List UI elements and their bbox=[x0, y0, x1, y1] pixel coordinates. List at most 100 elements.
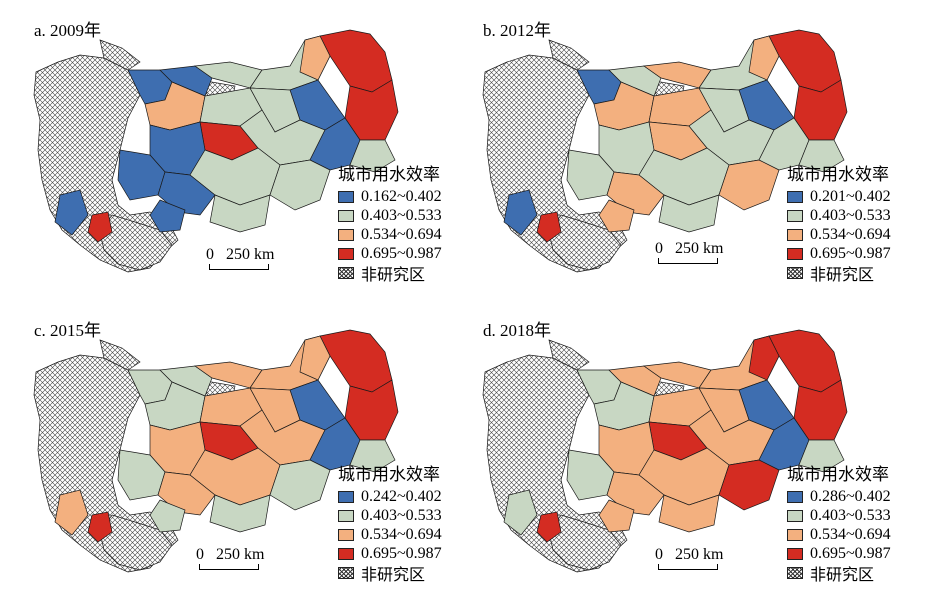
city-region bbox=[149, 199, 186, 233]
legend-item-class-2: 0.403~0.533 bbox=[338, 206, 442, 225]
legend-item-class-2: 0.403~0.533 bbox=[338, 506, 442, 525]
city-region bbox=[608, 65, 662, 97]
swatch-hatch bbox=[787, 566, 803, 579]
scale-line bbox=[658, 564, 718, 570]
legend-item-class-4: 0.695~0.987 bbox=[338, 244, 442, 263]
city-region bbox=[319, 29, 393, 93]
legend-label: 0.695~0.987 bbox=[810, 244, 891, 262]
swatch-orange bbox=[787, 228, 803, 241]
non-study-region bbox=[99, 214, 173, 271]
swatch-blue bbox=[338, 190, 354, 203]
legend-label: 0.403~0.533 bbox=[810, 506, 891, 524]
city-region bbox=[718, 159, 780, 211]
swatch-red bbox=[787, 247, 803, 260]
swatch-green bbox=[338, 209, 354, 222]
legend-title: 城市用水效率 bbox=[338, 165, 440, 184]
legend-label: 0.534~0.694 bbox=[810, 225, 891, 243]
scale-bar: 0 250 km bbox=[196, 546, 264, 570]
swatch-hatch bbox=[338, 566, 354, 579]
legend-label: 非研究区 bbox=[810, 566, 875, 584]
swatch-hatch bbox=[338, 266, 354, 279]
legend-label: 0.534~0.694 bbox=[361, 525, 442, 543]
swatch-red bbox=[787, 547, 803, 560]
scale-zero: 0 bbox=[655, 546, 663, 563]
city-region bbox=[658, 194, 720, 233]
city-region bbox=[87, 511, 113, 543]
city-region bbox=[718, 459, 780, 511]
swatch-blue bbox=[787, 490, 803, 503]
swatch-red bbox=[338, 247, 354, 260]
legend-label: 0.286~0.402 bbox=[810, 487, 891, 505]
city-region bbox=[54, 489, 89, 536]
legend-label: 0.162~0.402 bbox=[361, 187, 442, 205]
scale-distance: 250 km bbox=[226, 246, 275, 263]
city-region bbox=[54, 189, 89, 236]
legend-item-non-study: 非研究区 bbox=[338, 563, 442, 584]
legend: 城市用水效率 0.286~0.402 0.403~0.533 0.534~0.6… bbox=[787, 460, 891, 584]
city-region bbox=[608, 365, 662, 397]
swatch-orange bbox=[338, 228, 354, 241]
legend: 城市用水效率 0.201~0.402 0.403~0.533 0.534~0.6… bbox=[787, 160, 891, 284]
city-region bbox=[209, 194, 271, 233]
legend-title: 城市用水效率 bbox=[338, 465, 440, 484]
legend-item-class-2: 0.403~0.533 bbox=[787, 506, 891, 525]
choropleth-map bbox=[33, 29, 399, 273]
legend-label: 0.403~0.533 bbox=[361, 506, 442, 524]
legend-item-class-3: 0.534~0.694 bbox=[338, 225, 442, 244]
legend-item-non-study: 非研究区 bbox=[338, 263, 442, 284]
city-region bbox=[269, 459, 331, 511]
city-region bbox=[299, 35, 331, 81]
swatch-hatch bbox=[787, 266, 803, 279]
city-region bbox=[159, 365, 213, 397]
map-panel-2012: b. 2012年 城市用水效率 0.201~0.402 0.403~0.533 … bbox=[469, 0, 938, 299]
city-region bbox=[768, 329, 842, 393]
non-study-region bbox=[99, 514, 173, 571]
scale-line bbox=[658, 258, 718, 264]
non-study-region bbox=[548, 514, 622, 571]
swatch-red bbox=[338, 547, 354, 560]
city-region bbox=[658, 494, 720, 533]
city-region bbox=[159, 65, 213, 97]
swatch-green bbox=[787, 209, 803, 222]
non-study-region bbox=[99, 339, 141, 371]
legend-item-class-3: 0.534~0.694 bbox=[338, 525, 442, 544]
city-region bbox=[349, 439, 396, 473]
swatch-blue bbox=[338, 490, 354, 503]
city-region bbox=[598, 499, 635, 533]
scale-distance: 250 km bbox=[675, 546, 724, 563]
legend-label: 0.695~0.987 bbox=[810, 544, 891, 562]
legend-item-class-2: 0.403~0.533 bbox=[787, 206, 891, 225]
scale-zero: 0 bbox=[206, 246, 214, 263]
city-region bbox=[349, 139, 396, 173]
city-region bbox=[798, 139, 845, 173]
legend-item-class-3: 0.534~0.694 bbox=[787, 225, 891, 244]
scale-distance: 250 km bbox=[216, 546, 265, 563]
city-region bbox=[748, 335, 780, 381]
city-region bbox=[536, 511, 562, 543]
legend-item-class-1: 0.162~0.402 bbox=[338, 187, 442, 206]
choropleth-map bbox=[482, 329, 848, 573]
map-panel-2015: c. 2015年 城市用水效率 0.242~0.402 0.403~0.533 … bbox=[0, 300, 469, 599]
city-region bbox=[299, 335, 331, 381]
panel-title: a. 2009年 bbox=[34, 21, 102, 40]
city-region bbox=[798, 439, 845, 473]
legend-label: 0.403~0.533 bbox=[361, 206, 442, 224]
map-panel-2018: d. 2018年 城市用水效率 0.286~0.402 0.403~0.533 … bbox=[469, 300, 938, 599]
scale-zero: 0 bbox=[196, 546, 204, 563]
city-region bbox=[748, 35, 780, 81]
city-region bbox=[606, 471, 665, 516]
city-region bbox=[209, 494, 271, 533]
city-region bbox=[503, 189, 538, 236]
legend-label: 非研究区 bbox=[361, 566, 426, 584]
legend-label: 0.242~0.402 bbox=[361, 487, 442, 505]
city-region bbox=[768, 29, 842, 93]
city-region bbox=[87, 211, 113, 243]
legend-label: 0.695~0.987 bbox=[361, 244, 442, 262]
legend-item-class-3: 0.534~0.694 bbox=[787, 525, 891, 544]
legend-item-class-1: 0.286~0.402 bbox=[787, 487, 891, 506]
scale-distance: 250 km bbox=[675, 240, 724, 257]
swatch-green bbox=[338, 509, 354, 522]
swatch-blue bbox=[787, 190, 803, 203]
panel-title: b. 2012年 bbox=[483, 21, 551, 40]
swatch-green bbox=[787, 509, 803, 522]
